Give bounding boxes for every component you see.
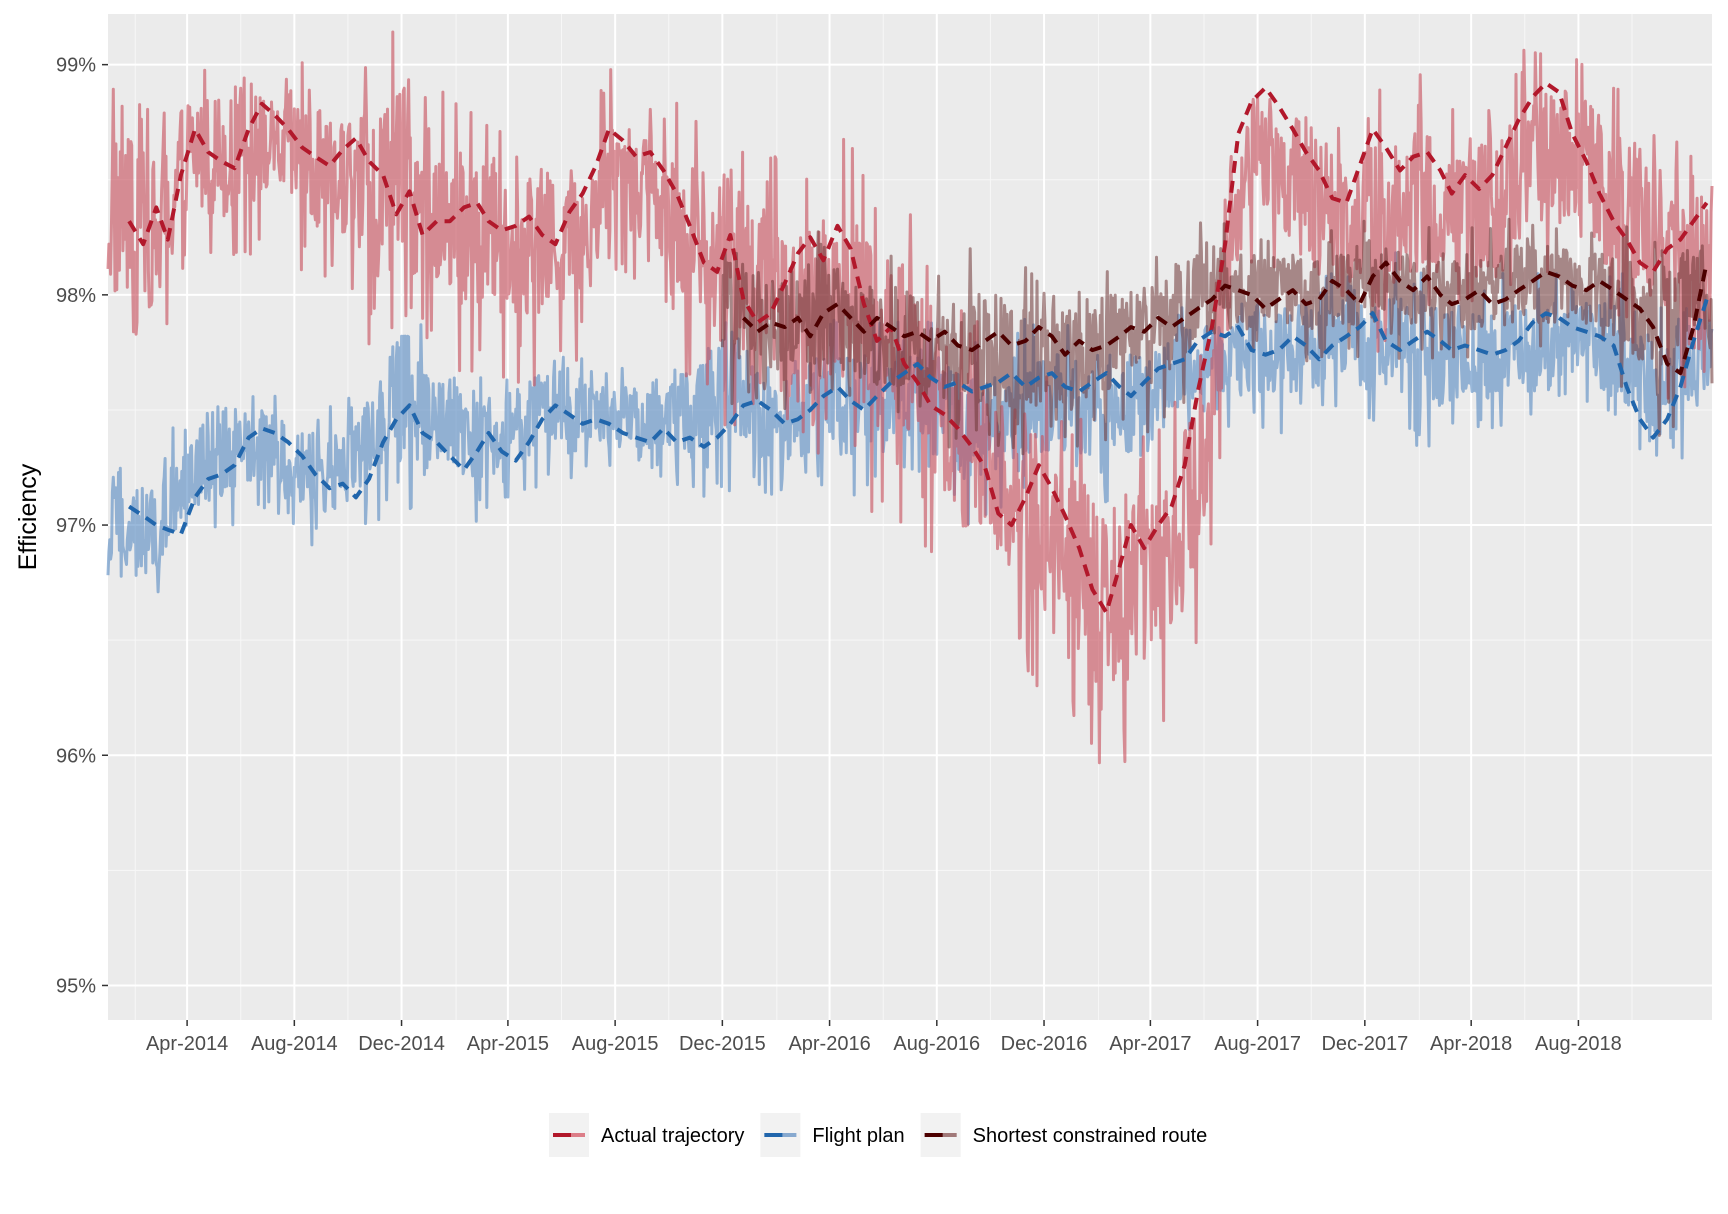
legend: Actual trajectory Flight plan Shortest con… [549, 1113, 1207, 1157]
legend-label: Actual trajectory [601, 1125, 744, 1147]
y-tick-label: 95% [56, 975, 96, 997]
trend-line-actual-trajectory [127, 81, 1709, 615]
trend-line-flight-plan [128, 298, 1709, 537]
x-tick-label: Dec-2017 [1321, 1033, 1408, 1055]
legend-label: Shortest constrained route [973, 1125, 1208, 1147]
x-tick-label: Dec-2016 [1001, 1033, 1088, 1055]
x-tick-label: Apr-2017 [1109, 1033, 1191, 1055]
daily-line-actual-trajectory [106, 30, 1714, 765]
y-axis-label: Efficiency [14, 463, 42, 570]
x-tick-label: Apr-2016 [788, 1033, 870, 1055]
y-axis: 95% 96% 97% 98% 99% [56, 55, 108, 997]
y-tick-label: 99% [56, 55, 96, 77]
x-axis: Apr-2014 Aug-2014 Dec-2014 Apr-2015 Aug-2015… [146, 1020, 1622, 1055]
y-tick-label: 98% [56, 285, 96, 307]
x-tick-label: Apr-2014 [146, 1033, 228, 1055]
x-tick-label: Aug-2015 [572, 1033, 659, 1055]
daily-series-layer [106, 30, 1714, 765]
x-tick-label: Aug-2014 [251, 1033, 338, 1055]
x-tick-label: Dec-2014 [358, 1033, 445, 1055]
x-tick-label: Aug-2017 [1214, 1033, 1301, 1055]
x-tick-label: Dec-2015 [679, 1033, 766, 1055]
legend-item-actual-trajectory: Actual trajectory [549, 1113, 744, 1157]
trend-series-layer [127, 81, 1709, 615]
trend-line-shortest-constrained-route [742, 260, 1709, 376]
legend-item-flight-plan: Flight plan [760, 1113, 905, 1157]
x-tick-label: Apr-2018 [1430, 1033, 1512, 1055]
legend-label: Flight plan [812, 1125, 904, 1147]
daily-line-shortest-constrained-route [720, 217, 1714, 456]
y-tick-label: 97% [56, 515, 96, 537]
y-tick-label: 96% [56, 745, 96, 767]
plot-panel [108, 14, 1712, 1020]
legend-item-shortest-constrained-route: Shortest constrained route [920, 1113, 1208, 1157]
x-tick-label: Aug-2016 [893, 1033, 980, 1055]
x-tick-label: Aug-2018 [1535, 1033, 1622, 1055]
x-tick-label: Apr-2015 [467, 1033, 549, 1055]
